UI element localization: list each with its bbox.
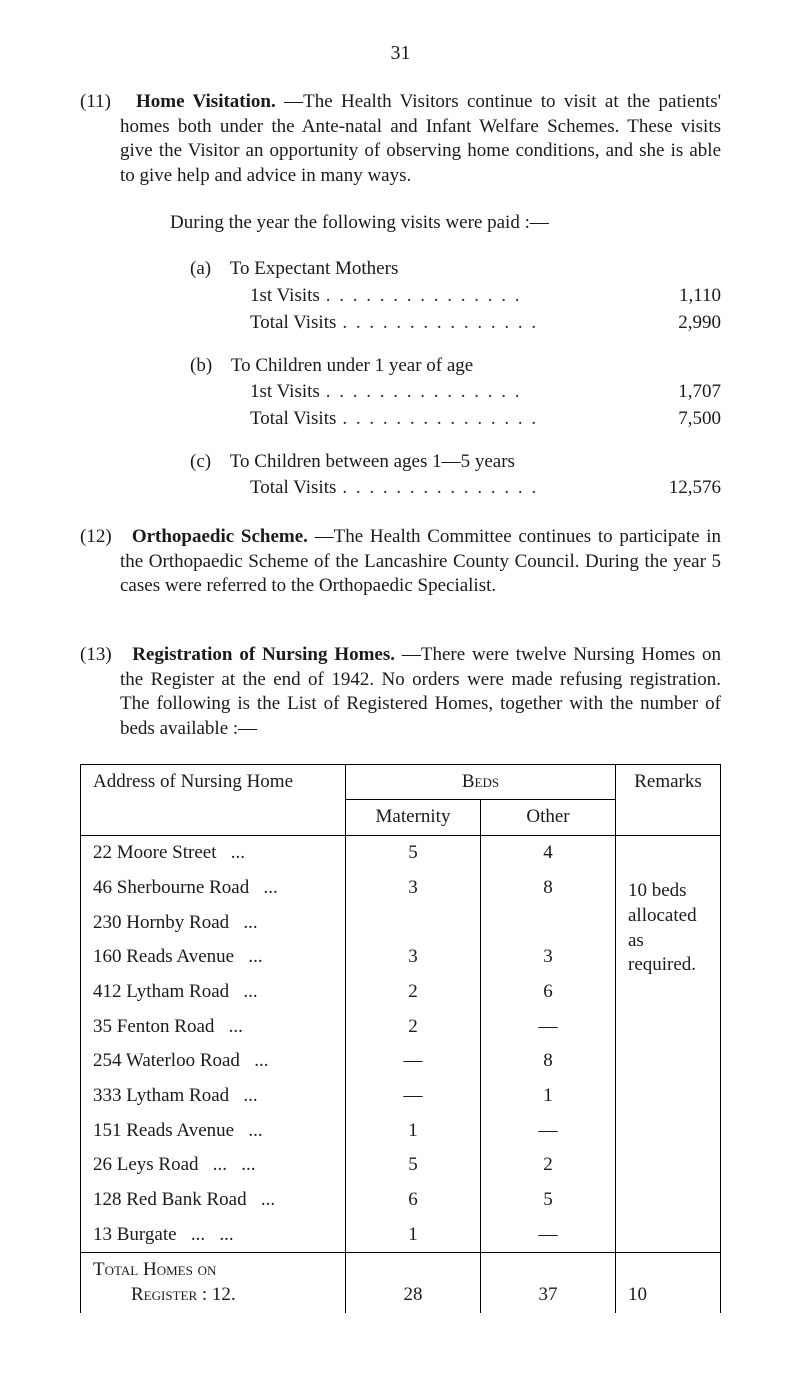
- row-other: 3: [481, 940, 616, 975]
- section-13: (13) Registration of Nursing Homes. —The…: [120, 643, 721, 742]
- table-total-row: Total Homes on Register : 12. 28 37 10: [81, 1253, 721, 1313]
- col-address: Address of Nursing Home: [81, 764, 346, 835]
- group-b-row-0: 1st Visits 1,707: [250, 380, 721, 405]
- section-11-marker: (11): [80, 91, 111, 112]
- section-11: (11) Home Visitation. —The Health Visito…: [120, 90, 721, 189]
- group-c-heading: To Children between ages 1—5 years: [230, 451, 515, 472]
- remarks-cell: 10 beds allocated as required.: [616, 836, 721, 1253]
- table-row: 22 Moore Street ... 5 4 10 beds allocate…: [81, 836, 721, 871]
- total-other: 37: [481, 1253, 616, 1313]
- row-other: 6: [481, 975, 616, 1010]
- section-12: (12) Orthopaedic Scheme. —The Health Com…: [120, 525, 721, 599]
- group-a-row-1: Total Visits 2,990: [250, 311, 721, 336]
- group-b-row-1: Total Visits 7,500: [250, 407, 721, 432]
- row-addr: 128 Red Bank Road: [93, 1189, 247, 1210]
- stat-label: 1st Visits: [250, 284, 320, 309]
- row-addr: 22 Moore Street: [93, 842, 216, 863]
- row-addr: 412 Lytham Road: [93, 981, 229, 1002]
- row-addr: 35 Fenton Road: [93, 1016, 214, 1037]
- stat-value: 12,576: [651, 476, 721, 501]
- stat-label: 1st Visits: [250, 380, 320, 405]
- row-mat: 5: [346, 1148, 481, 1183]
- row-mat: 3: [346, 871, 481, 906]
- leader-dots: [342, 476, 645, 501]
- row-other: 4: [481, 836, 616, 871]
- row-mat: [346, 906, 481, 941]
- row-mat: 2: [346, 975, 481, 1010]
- section-13-marker: (13): [80, 644, 112, 665]
- stat-value: 1,707: [651, 380, 721, 405]
- stat-label: Total Visits: [250, 311, 336, 336]
- section-11-title: Home Visitation.: [136, 91, 276, 112]
- row-mat: 5: [346, 836, 481, 871]
- row-mat: 2: [346, 1010, 481, 1045]
- remarks-text: 10 beds allocated as required.: [628, 879, 708, 978]
- stat-label: Total Visits: [250, 407, 336, 432]
- group-b-heading: To Children under 1 year of age: [231, 355, 473, 376]
- col-beds: Beds: [346, 764, 616, 800]
- group-b-letter: (b): [190, 355, 212, 376]
- table-body: 22 Moore Street ... 5 4 10 beds allocate…: [81, 836, 721, 1313]
- row-other: —: [481, 1218, 616, 1253]
- stat-value: 1,110: [651, 284, 721, 309]
- col-other: Other: [481, 800, 616, 836]
- row-mat: 1: [346, 1114, 481, 1149]
- page: 31 (11) Home Visitation. —The Health Vis…: [0, 0, 801, 1395]
- group-b-head: (b) To Children under 1 year of age: [190, 354, 721, 379]
- section-12-title: Orthopaedic Scheme.: [132, 526, 308, 547]
- nursing-homes-table: Address of Nursing Home Beds Remarks Mat…: [80, 764, 721, 1313]
- row-other: 8: [481, 1044, 616, 1079]
- row-mat: —: [346, 1079, 481, 1114]
- row-mat: 6: [346, 1183, 481, 1218]
- total-label-1: Total Homes on: [93, 1259, 216, 1280]
- row-mat: 3: [346, 940, 481, 975]
- stat-value: 7,500: [651, 407, 721, 432]
- during-line: During the year the following visits wer…: [170, 211, 721, 236]
- row-mat: —: [346, 1044, 481, 1079]
- col-maternity: Maternity: [346, 800, 481, 836]
- row-other: [481, 906, 616, 941]
- group-a-heading: To Expectant Mothers: [230, 258, 399, 279]
- row-other: 2: [481, 1148, 616, 1183]
- row-addr: 333 Lytham Road: [93, 1085, 229, 1106]
- leader-dots: [342, 311, 645, 336]
- group-a-letter: (a): [190, 258, 211, 279]
- row-mat: 1: [346, 1218, 481, 1253]
- row-other: 1: [481, 1079, 616, 1114]
- group-a-head: (a) To Expectant Mothers: [190, 257, 721, 282]
- group-c-letter: (c): [190, 451, 211, 472]
- row-other: 8: [481, 871, 616, 906]
- section-13-title: Registration of Nursing Homes.: [132, 644, 395, 665]
- leader-dots: [342, 407, 645, 432]
- total-mat: 28: [346, 1253, 481, 1313]
- row-other: 5: [481, 1183, 616, 1218]
- row-other: —: [481, 1114, 616, 1149]
- row-addr: 46 Sherbourne Road: [93, 877, 249, 898]
- section-12-marker: (12): [80, 526, 112, 547]
- total-label-2: Register : 12.: [131, 1284, 236, 1305]
- row-addr: 230 Hornby Road: [93, 912, 229, 933]
- group-c-row-0: Total Visits 12,576: [250, 476, 721, 501]
- stat-value: 2,990: [651, 311, 721, 336]
- row-addr: 160 Reads Avenue: [93, 946, 234, 967]
- page-number: 31: [80, 40, 721, 66]
- row-other: —: [481, 1010, 616, 1045]
- group-a-row-0: 1st Visits 1,110: [250, 284, 721, 309]
- col-remarks: Remarks: [616, 764, 721, 835]
- total-rem: 10: [616, 1253, 721, 1313]
- stat-label: Total Visits: [250, 476, 336, 501]
- row-addr: 151 Reads Avenue: [93, 1120, 234, 1141]
- leader-dots: [326, 284, 645, 309]
- row-addr: 13 Burgate: [93, 1224, 177, 1245]
- group-c-head: (c) To Children between ages 1—5 years: [190, 450, 721, 475]
- row-addr: 254 Waterloo Road: [93, 1050, 240, 1071]
- leader-dots: [326, 380, 645, 405]
- row-addr: 26 Leys Road: [93, 1154, 199, 1175]
